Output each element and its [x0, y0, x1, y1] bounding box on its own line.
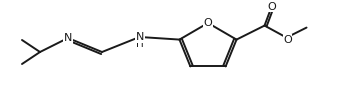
Text: O: O: [267, 2, 276, 12]
Text: H: H: [136, 39, 144, 49]
Text: O: O: [283, 35, 292, 45]
Text: N: N: [136, 32, 144, 42]
Text: O: O: [204, 18, 212, 28]
Text: N: N: [64, 33, 72, 43]
